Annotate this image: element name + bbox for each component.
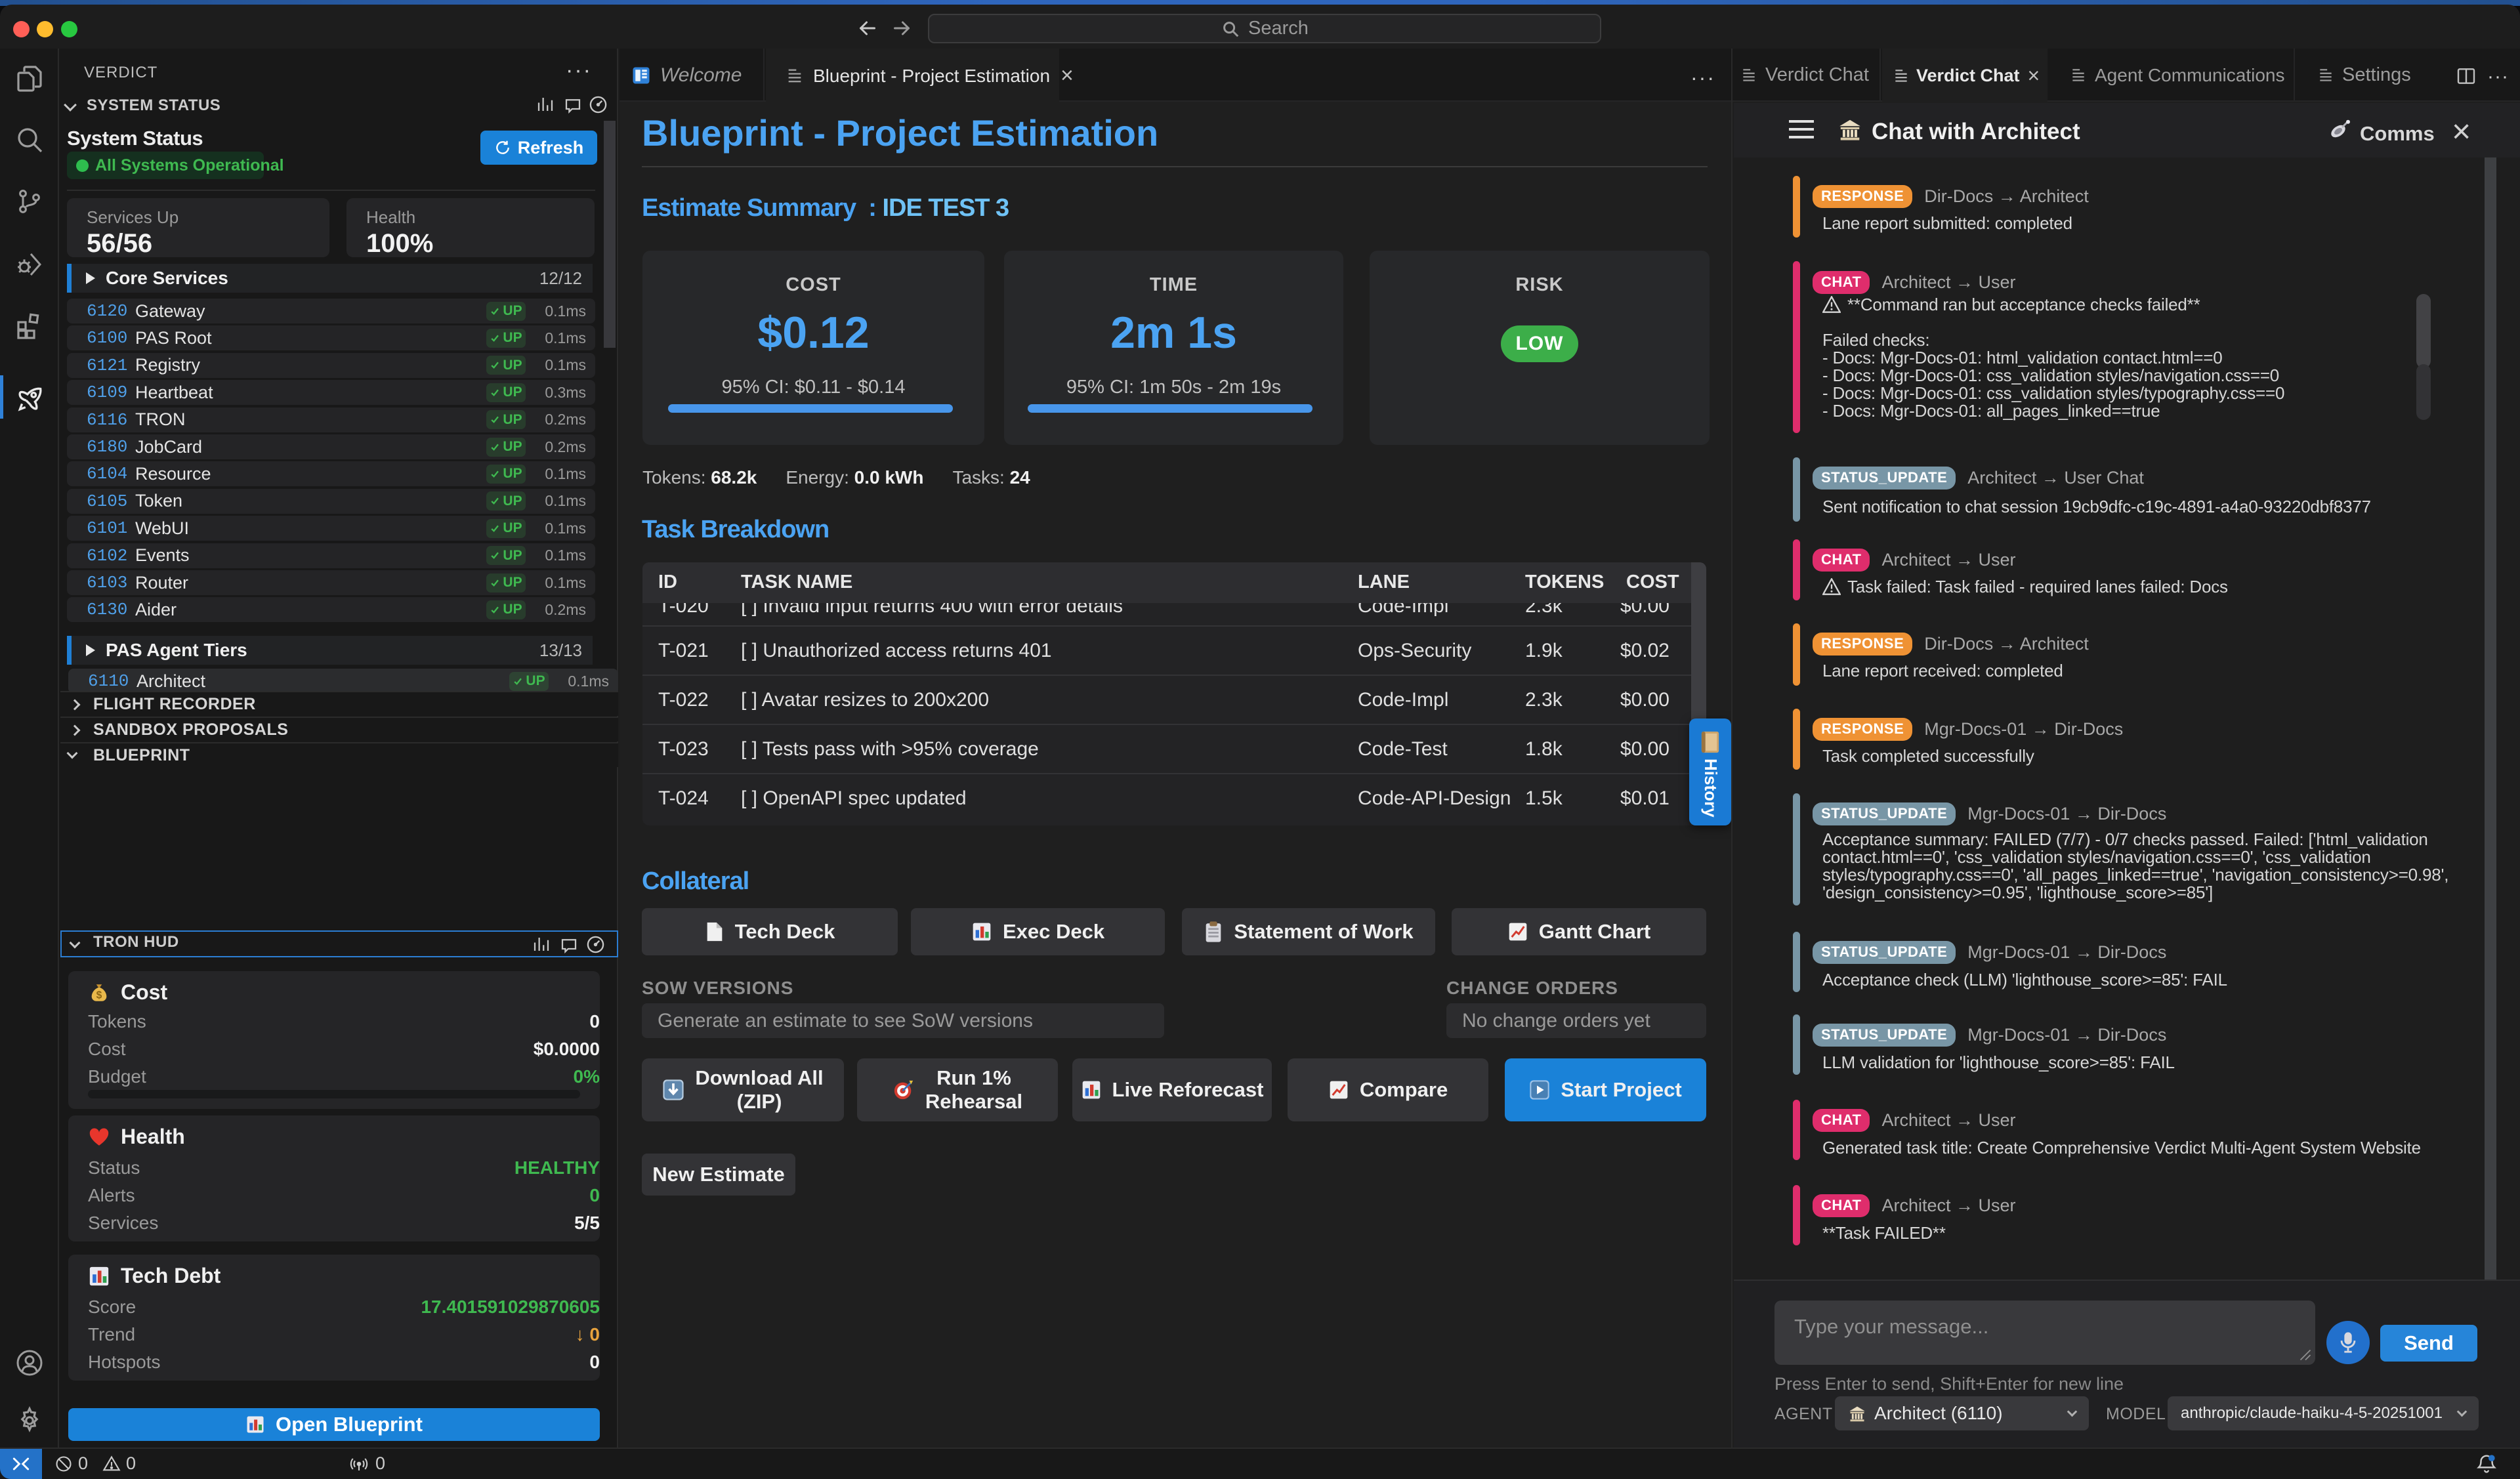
svg-text:$: $ — [96, 989, 102, 1001]
